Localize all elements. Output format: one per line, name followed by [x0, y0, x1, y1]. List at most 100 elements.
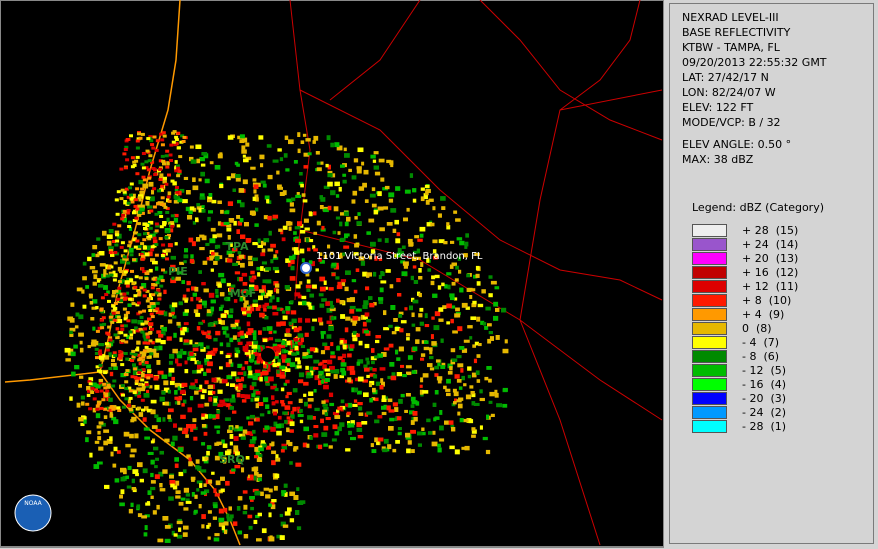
echo-pixel: [406, 207, 410, 212]
echo-pixel: [476, 354, 481, 358]
echo-pixel: [156, 504, 160, 510]
echo-pixel: [226, 375, 233, 380]
echo-pixel: [225, 417, 231, 421]
echo-pixel: [457, 326, 463, 332]
echo-pixel: [140, 398, 145, 402]
echo-pixel: [325, 163, 329, 168]
echo-pixel: [134, 275, 139, 279]
echo-pixel: [409, 305, 414, 311]
echo-pixel: [201, 205, 205, 209]
echo-pixel: [289, 208, 296, 213]
echo-pixel: [357, 212, 361, 216]
echo-pixel: [290, 410, 295, 415]
echo-pixel: [222, 330, 227, 335]
echo-pixel: [284, 511, 291, 516]
echo-pixel: [392, 228, 397, 233]
echo-pixel: [457, 256, 461, 261]
echo-pixel: [82, 304, 87, 309]
echo-pixel: [213, 504, 218, 509]
echo-pixel: [108, 367, 113, 370]
echo-pixel: [336, 145, 343, 151]
echo-pixel: [289, 421, 295, 427]
echo-pixel: [255, 372, 261, 377]
echo-pixel: [277, 184, 282, 189]
echo-pixel: [208, 396, 213, 402]
echo-pixel: [214, 256, 220, 261]
echo-pixel: [297, 414, 304, 418]
echo-pixel: [289, 276, 296, 281]
echo-pixel: [302, 355, 309, 359]
echo-pixel: [200, 368, 204, 372]
echo-pixel: [169, 380, 175, 386]
echo-pixel: [142, 288, 147, 292]
echo-pixel: [228, 506, 232, 511]
echo-pixel: [204, 380, 209, 385]
echo-pixel: [216, 244, 221, 249]
echo-pixel: [347, 421, 351, 425]
echo-pixel: [474, 341, 479, 346]
echo-pixel: [144, 252, 150, 257]
echo-pixel: [123, 249, 128, 253]
echo-pixel: [288, 139, 294, 145]
echo-pixel: [266, 292, 272, 297]
echo-pixel: [495, 308, 500, 312]
echo-pixel: [262, 279, 266, 284]
echo-pixel: [82, 261, 87, 266]
echo-pixel: [302, 199, 308, 203]
echo-pixel: [299, 408, 303, 413]
echo-pixel: [83, 419, 87, 424]
echo-pixel: [206, 330, 211, 334]
echo-pixel: [146, 389, 150, 394]
echo-pixel: [282, 190, 287, 196]
echo-pixel: [141, 362, 146, 366]
echo-pixel: [265, 267, 272, 271]
echo-pixel: [109, 273, 114, 277]
echo-pixel: [486, 366, 492, 370]
echo-pixel: [268, 503, 272, 507]
echo-pixel: [159, 225, 164, 229]
echo-pixel: [337, 426, 342, 432]
echo-pixel: [412, 198, 417, 203]
echo-pixel: [191, 286, 197, 291]
echo-pixel: [233, 445, 239, 450]
echo-pixel: [450, 318, 454, 324]
echo-pixel: [144, 514, 150, 518]
echo-pixel: [124, 257, 129, 261]
echo-pixel: [348, 430, 352, 435]
echo-pixel: [136, 504, 141, 509]
echo-pixel: [116, 190, 121, 194]
echo-pixel: [150, 304, 157, 308]
echo-pixel: [219, 152, 223, 156]
echo-pixel: [379, 227, 385, 232]
echo-pixel: [381, 411, 387, 416]
echo-pixel: [214, 455, 220, 461]
echo-pixel: [461, 302, 468, 308]
echo-pixel: [158, 345, 163, 351]
echo-pixel: [353, 387, 359, 393]
echo-pixel: [375, 339, 380, 344]
echo-pixel: [444, 420, 449, 425]
echo-pixel: [237, 371, 244, 375]
echo-pixel: [100, 326, 105, 330]
echo-pixel: [299, 248, 305, 254]
echo-pixel: [189, 385, 195, 389]
echo-pixel: [288, 419, 294, 423]
echo-pixel: [123, 373, 128, 376]
echo-pixel: [148, 322, 154, 327]
echo-pixel: [257, 512, 262, 517]
echo-pixel: [122, 307, 127, 311]
echo-pixel: [368, 296, 373, 301]
echo-pixel: [340, 362, 347, 367]
echo-pixel: [131, 356, 136, 361]
echo-pixel: [220, 313, 227, 318]
echo-pixel: [95, 404, 100, 408]
echo-pixel: [213, 252, 219, 257]
echo-pixel: [316, 161, 322, 165]
echo-pixel: [272, 266, 279, 271]
echo-pixel: [325, 301, 330, 306]
echo-pixel: [86, 393, 91, 397]
echo-pixel: [204, 489, 210, 494]
echo-pixel: [153, 168, 158, 172]
echo-pixel: [272, 409, 278, 414]
echo-pixel: [404, 189, 411, 194]
